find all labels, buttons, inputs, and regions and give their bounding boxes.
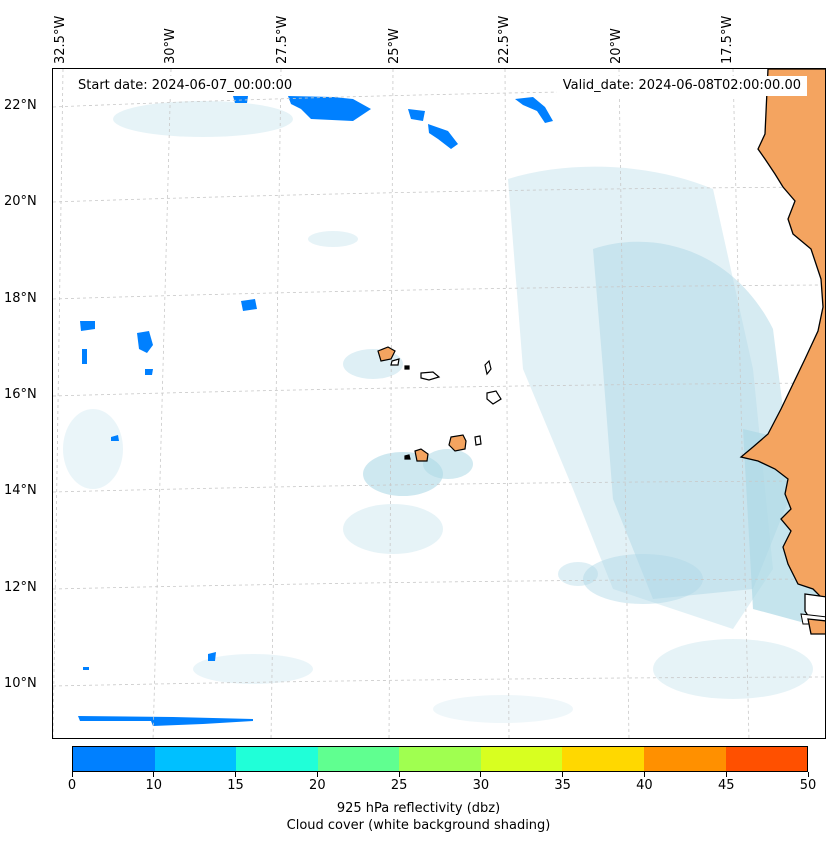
- colorbar-tick-label: 20: [309, 778, 326, 793]
- lon-label-22-5w: 22.5°W: [497, 15, 512, 64]
- map-panel: [52, 68, 826, 739]
- colorbar-tick: [725, 772, 727, 777]
- colorbar-tick-label: 40: [636, 778, 653, 793]
- lat-label-10n: 10°N: [4, 676, 37, 691]
- reflectivity-patches: [78, 96, 553, 726]
- colorbar-segment: [154, 747, 237, 771]
- colorbar-tick: [153, 772, 155, 777]
- lat-label-18n: 18°N: [4, 291, 37, 306]
- lat-label-16n: 16°N: [4, 387, 37, 402]
- colorbar-segment: [73, 747, 155, 771]
- lon-label-32-5w: 32.5°W: [53, 15, 68, 64]
- colorbar-segment: [317, 747, 400, 771]
- colorbar-tick-label: 15: [227, 778, 244, 793]
- colorbar-segment: [399, 747, 481, 771]
- colorbar-tick-label: 45: [717, 778, 735, 793]
- valid-date-label: Valid_date: 2024-06-08T02:00:00.00: [556, 76, 807, 96]
- lon-label-25w: 25°W: [387, 28, 402, 64]
- cloud-cover-shading: [63, 101, 825, 723]
- colorbar-tick-label: 30: [472, 778, 490, 793]
- graticule: [53, 69, 825, 738]
- colorbar-label: 925 hPa reflectivity (dbz): [336, 801, 501, 816]
- colorbar-tick-label: 35: [554, 778, 571, 793]
- colorbar-tick: [71, 772, 73, 777]
- colorbar-tick: [235, 772, 237, 777]
- colorbar-tick: [398, 772, 400, 777]
- colorbar-segment: [236, 747, 318, 771]
- colorbar-tick: [316, 772, 318, 777]
- cape-verde-islands: [377, 346, 502, 462]
- lon-label-20w: 20°W: [609, 28, 624, 64]
- lat-label-14n: 14°N: [4, 483, 37, 498]
- african-coastline: [739, 69, 825, 635]
- reflectivity-colorbar: [72, 746, 808, 772]
- colorbar-tick-label: 0: [67, 778, 77, 793]
- lon-label-17-5w: 17.5°W: [720, 15, 735, 64]
- colorbar-sublabel: Cloud cover (white background shading): [286, 818, 551, 833]
- colorbar-tick: [807, 772, 809, 777]
- colorbar-tick: [562, 772, 564, 777]
- lat-label-22n: 22°N: [4, 98, 37, 113]
- colorbar-tick-label: 25: [390, 778, 408, 793]
- lat-label-12n: 12°N: [4, 580, 37, 595]
- colorbar-tick-label: 10: [145, 778, 163, 793]
- map-canvas: [53, 69, 825, 738]
- lon-label-30w: 30°W: [163, 28, 178, 64]
- colorbar-segment: [725, 747, 808, 771]
- lon-label-27-5w: 27.5°W: [275, 15, 290, 64]
- colorbar-tick: [643, 772, 645, 777]
- colorbar-segment: [562, 747, 644, 771]
- colorbar-tick: [480, 772, 482, 777]
- start-date-label: Start date: 2024-06-07_00:00:00: [72, 76, 299, 96]
- lat-label-20n: 20°N: [4, 194, 37, 209]
- colorbar-segment: [480, 747, 563, 771]
- colorbar-segment: [643, 747, 726, 771]
- colorbar-tick-label: 50: [799, 778, 817, 793]
